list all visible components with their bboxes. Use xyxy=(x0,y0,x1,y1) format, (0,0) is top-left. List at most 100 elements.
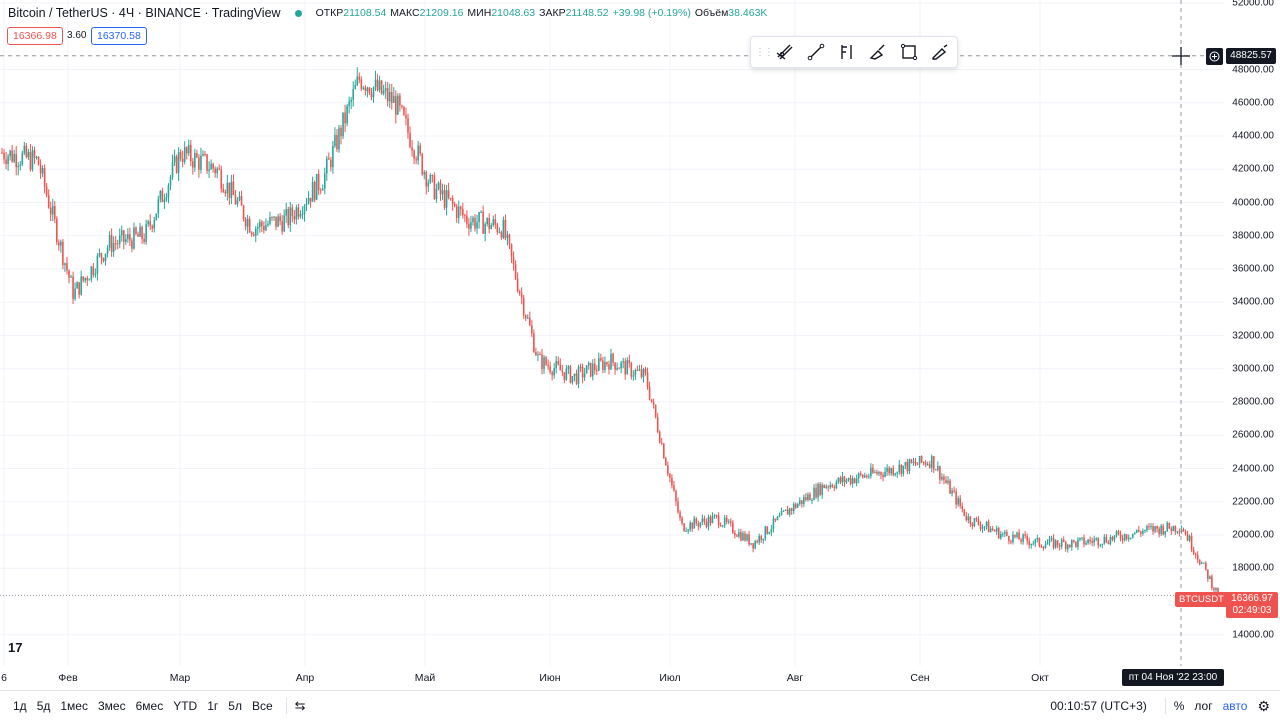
candle-body xyxy=(738,532,740,537)
time-label: Фев xyxy=(58,672,78,684)
price-chart[interactable] xyxy=(0,0,1224,666)
candle-body xyxy=(654,404,657,418)
candle-body xyxy=(281,221,283,232)
candle-body xyxy=(1034,539,1037,544)
candle-body xyxy=(37,156,40,166)
candle-body xyxy=(70,276,72,278)
range-button[interactable]: 5д xyxy=(36,699,51,713)
candle-body xyxy=(372,87,375,98)
candle-body xyxy=(537,354,539,356)
candle-body xyxy=(768,532,771,534)
candle-body xyxy=(882,475,884,477)
goto-date-icon[interactable]: ⇆ xyxy=(294,698,306,713)
symbol-title[interactable]: Bitcoin / TetherUS · 4Ч · BINANCE · Trad… xyxy=(8,6,281,20)
candle-body xyxy=(313,181,316,200)
candle-body xyxy=(1123,534,1126,541)
candle-body xyxy=(583,373,586,378)
range-button[interactable]: 5л xyxy=(228,699,242,713)
price-tick: 20000.00 xyxy=(1232,529,1274,541)
candle-body xyxy=(181,158,184,162)
candle-body xyxy=(1024,534,1026,536)
candle-body xyxy=(366,87,369,91)
range-button[interactable]: 1г xyxy=(207,699,219,713)
candle-body xyxy=(277,216,279,227)
range-button[interactable]: 3мес xyxy=(97,699,126,713)
candle-body xyxy=(206,154,208,172)
candle-body xyxy=(283,215,285,232)
rectangle-icon[interactable] xyxy=(893,37,924,67)
candle-body xyxy=(380,80,383,94)
candle-body xyxy=(975,518,978,520)
drag-handle-icon[interactable]: ⋮⋮ xyxy=(755,46,774,58)
fib-tool-icon[interactable] xyxy=(831,37,862,67)
candle-body xyxy=(29,151,32,170)
candle-body xyxy=(886,467,888,472)
candle-body xyxy=(732,522,734,533)
percent-toggle[interactable]: % xyxy=(1173,699,1185,713)
candle-body xyxy=(125,239,127,243)
buy-price-button[interactable]: 16370.58 xyxy=(91,27,147,45)
candle-body xyxy=(1202,562,1205,564)
auto-toggle[interactable]: авто xyxy=(1222,699,1248,713)
candle-body xyxy=(344,112,346,124)
multi-line-tool-icon[interactable] xyxy=(769,37,800,67)
price-tick: 38000.00 xyxy=(1232,230,1274,242)
candle-body xyxy=(261,221,263,227)
candle-body xyxy=(118,235,121,244)
candle-body xyxy=(646,372,649,387)
range-button[interactable]: 6мес xyxy=(135,699,164,713)
add-alert-icon[interactable] xyxy=(1206,48,1223,65)
chart-area[interactable] xyxy=(0,0,1224,666)
candle-body xyxy=(263,226,265,231)
tradingview-logo[interactable]: 17 xyxy=(8,640,23,655)
candle-body xyxy=(693,518,696,529)
candle-body xyxy=(571,376,574,383)
candle-body xyxy=(715,515,718,517)
ohlc-value: 21048.63 xyxy=(491,7,536,19)
candle-body xyxy=(484,224,486,234)
candle-body xyxy=(319,190,322,192)
candle-body xyxy=(7,156,9,165)
log-toggle[interactable]: лог xyxy=(1194,699,1213,713)
candle-body xyxy=(1213,588,1215,590)
candle-body xyxy=(94,273,97,275)
candle-body xyxy=(43,167,46,187)
candle-body xyxy=(518,291,521,294)
candle-body xyxy=(709,516,712,524)
candle-body xyxy=(157,199,160,214)
candle-body xyxy=(411,147,413,151)
candle-body xyxy=(1174,525,1177,532)
candle-body xyxy=(626,360,629,375)
candle-body xyxy=(457,206,460,218)
clock-timezone[interactable]: 00:10:57 (UTC+3) xyxy=(1050,699,1147,713)
candle-body xyxy=(472,217,474,223)
candle-body xyxy=(1205,562,1207,570)
candle-body xyxy=(799,500,801,504)
candle-body xyxy=(551,372,553,376)
sell-price-button[interactable]: 16366.98 xyxy=(7,27,63,45)
trend-line-icon[interactable] xyxy=(800,37,831,67)
settings-gear-icon[interactable]: ⚙ xyxy=(1257,697,1270,714)
range-button[interactable]: Все xyxy=(251,699,273,713)
candle-body xyxy=(677,501,679,513)
candle-body xyxy=(33,150,36,158)
candle-body xyxy=(153,220,156,229)
brush-icon[interactable] xyxy=(862,37,893,67)
ohlc-value: 21108.54 xyxy=(343,7,387,19)
pencil-icon[interactable] xyxy=(924,37,955,67)
range-button[interactable]: 1д xyxy=(13,699,27,713)
candle-body xyxy=(855,478,858,484)
candle-body xyxy=(189,144,192,162)
candle-body xyxy=(604,361,606,370)
price-scale[interactable]: 52000.00 48000.00 46000.00 44000.00 42000.00… xyxy=(1224,0,1280,666)
candle-body xyxy=(811,500,813,502)
range-button[interactable]: YTD xyxy=(173,699,198,713)
candle-body xyxy=(794,504,797,508)
time-axis[interactable]: 6 Фев Мар Апр Май Июн Июл Авг Сен Окт xyxy=(0,666,1224,690)
candle-body xyxy=(346,105,348,124)
candle-body xyxy=(575,373,578,384)
candle-body xyxy=(330,159,332,168)
candle-body xyxy=(870,467,872,477)
time-label: Сен xyxy=(910,672,930,684)
range-button[interactable]: 1мес xyxy=(60,699,88,713)
